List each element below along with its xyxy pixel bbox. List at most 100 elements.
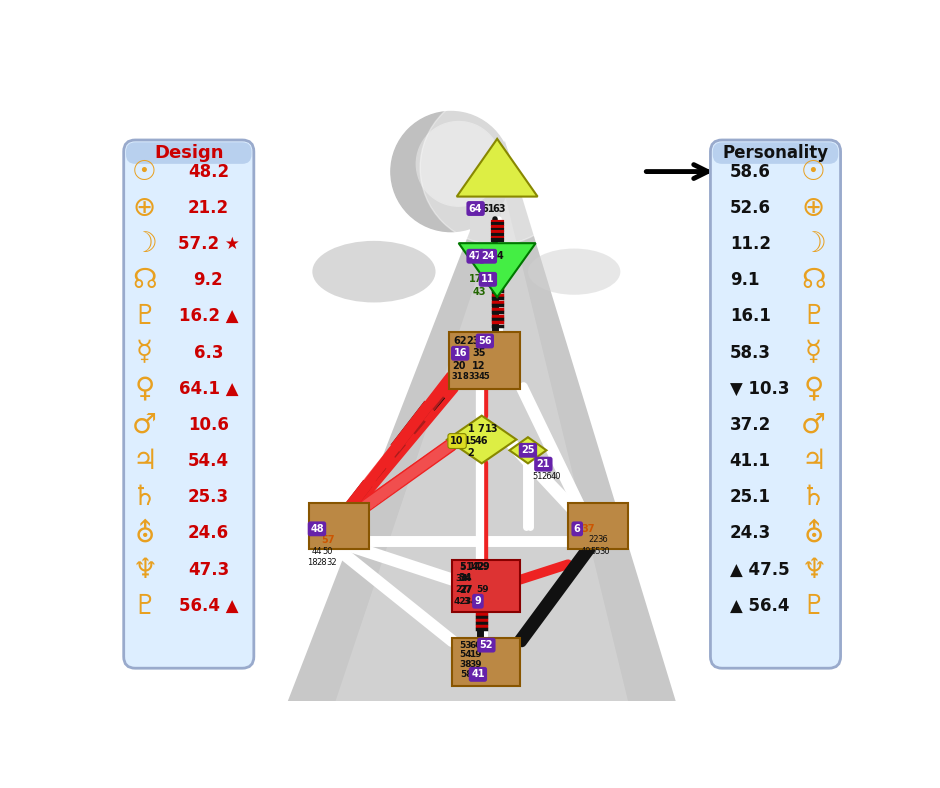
Text: 18: 18 [307, 558, 318, 567]
Text: 58.3: 58.3 [729, 344, 771, 362]
Text: 39: 39 [469, 660, 482, 669]
Circle shape [420, 91, 574, 245]
Text: ☽: ☽ [801, 230, 826, 258]
Text: 35: 35 [472, 348, 485, 359]
Polygon shape [457, 139, 538, 196]
Text: ♆: ♆ [801, 556, 826, 584]
Text: 58.6: 58.6 [729, 162, 771, 180]
Text: 12: 12 [472, 361, 485, 370]
Text: 27: 27 [455, 585, 468, 594]
Text: 37: 37 [581, 524, 595, 533]
Circle shape [416, 121, 501, 206]
Text: ☉: ☉ [801, 158, 826, 185]
Text: 16: 16 [453, 348, 467, 359]
Text: 64: 64 [469, 203, 482, 214]
Text: ♆: ♆ [132, 556, 157, 584]
Text: ⊕: ⊕ [802, 194, 825, 221]
Text: 34: 34 [460, 574, 472, 582]
Polygon shape [459, 243, 536, 297]
Text: ♂: ♂ [801, 411, 826, 439]
Text: ☉: ☉ [132, 158, 157, 185]
Text: 6.3: 6.3 [194, 344, 223, 362]
Text: 53: 53 [460, 641, 472, 649]
Text: 25.1: 25.1 [729, 489, 771, 506]
Ellipse shape [312, 241, 435, 303]
Text: 59: 59 [477, 585, 489, 594]
Text: 23: 23 [465, 336, 479, 346]
Text: 16.2 ▲: 16.2 ▲ [179, 307, 238, 325]
Text: 49: 49 [581, 547, 591, 556]
Text: 47.3: 47.3 [188, 560, 229, 578]
Text: 10: 10 [450, 436, 463, 446]
Text: 3: 3 [463, 597, 469, 606]
Text: ⛢: ⛢ [134, 519, 155, 548]
Text: ☊: ☊ [133, 266, 157, 294]
Text: 1: 1 [467, 424, 475, 433]
Ellipse shape [528, 248, 620, 295]
FancyBboxPatch shape [713, 143, 838, 164]
Text: ♇: ♇ [132, 592, 157, 620]
Text: 43: 43 [473, 287, 486, 296]
Text: ☿: ☿ [136, 339, 153, 366]
Text: 21: 21 [537, 459, 550, 469]
Text: ☽: ☽ [132, 230, 157, 258]
Text: 32: 32 [326, 558, 337, 567]
Text: ♄: ♄ [801, 483, 826, 511]
Text: 56: 56 [478, 336, 492, 346]
Text: 9.1: 9.1 [729, 271, 760, 289]
Bar [470, 210, 501, 256]
Text: 13: 13 [485, 424, 498, 433]
Text: 4: 4 [497, 251, 504, 262]
Text: 14: 14 [468, 562, 480, 571]
FancyBboxPatch shape [711, 140, 840, 668]
Text: 46: 46 [475, 436, 488, 446]
Text: 58: 58 [460, 670, 473, 679]
Polygon shape [336, 195, 628, 701]
Text: 64.1 ▲: 64.1 ▲ [179, 380, 238, 398]
Text: 6: 6 [573, 524, 581, 533]
Polygon shape [447, 415, 516, 463]
Text: 60: 60 [469, 641, 482, 649]
Text: 25: 25 [521, 445, 535, 455]
Text: ♇: ♇ [132, 303, 157, 330]
Text: 33: 33 [468, 372, 479, 381]
Text: 5: 5 [460, 562, 465, 571]
Text: 31: 31 [451, 372, 462, 381]
Text: 42: 42 [453, 597, 465, 606]
Text: ▲ 56.4: ▲ 56.4 [729, 597, 790, 615]
Text: 61: 61 [481, 203, 494, 214]
Text: 54: 54 [460, 650, 472, 659]
Text: ♃: ♃ [801, 447, 826, 475]
Text: 52: 52 [479, 640, 494, 650]
Text: ♄: ♄ [132, 483, 157, 511]
Text: 15: 15 [464, 436, 478, 446]
Text: 2: 2 [467, 448, 475, 458]
Text: 57: 57 [321, 534, 335, 545]
Text: ☊: ☊ [801, 266, 826, 294]
Polygon shape [509, 437, 546, 463]
Text: 25.3: 25.3 [188, 489, 229, 506]
Text: 36: 36 [597, 535, 608, 545]
Text: 10.6: 10.6 [188, 416, 228, 434]
Text: 19: 19 [469, 650, 482, 659]
Text: ♇: ♇ [801, 592, 826, 620]
Text: 41.1: 41.1 [729, 452, 771, 470]
Bar [452, 559, 520, 612]
Text: 34: 34 [455, 574, 468, 582]
Text: 40: 40 [551, 472, 561, 481]
Circle shape [391, 111, 511, 232]
Text: Personality: Personality [723, 144, 828, 162]
Text: 22: 22 [588, 535, 599, 545]
Text: 30: 30 [600, 547, 610, 556]
Text: 3: 3 [464, 597, 471, 606]
Text: 26: 26 [541, 472, 552, 481]
Text: 9.2: 9.2 [194, 271, 223, 289]
Text: 27: 27 [459, 585, 472, 595]
Text: ♀: ♀ [804, 375, 823, 403]
Text: 42: 42 [471, 597, 482, 606]
Text: 51: 51 [532, 472, 542, 481]
Text: 52.6: 52.6 [729, 199, 771, 217]
Text: 11.2: 11.2 [729, 235, 771, 253]
Text: 63: 63 [492, 203, 506, 214]
Text: 44: 44 [312, 547, 322, 556]
